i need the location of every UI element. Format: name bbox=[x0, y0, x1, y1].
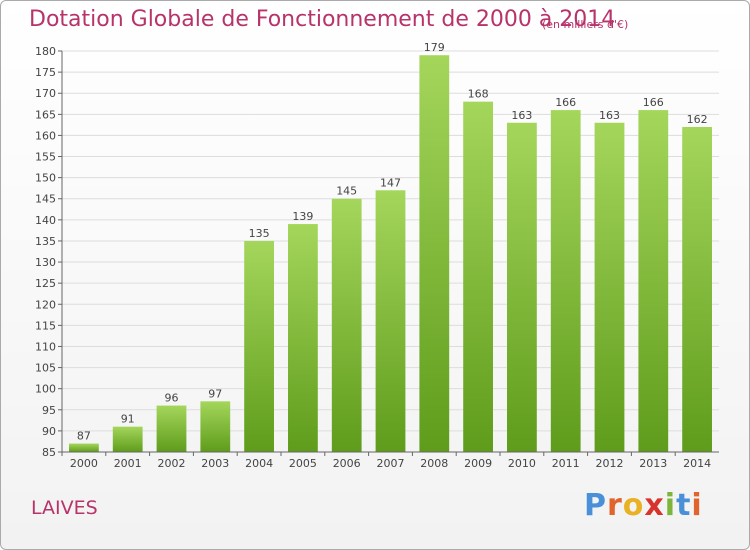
axes bbox=[61, 51, 719, 453]
x-tick-label: 2008 bbox=[420, 457, 448, 470]
y-tick-label: 155 bbox=[35, 151, 56, 164]
y-tick-label: 180 bbox=[35, 45, 56, 58]
x-tick-label: 2013 bbox=[639, 457, 667, 470]
data-label: 91 bbox=[121, 413, 135, 426]
y-tick-label: 90 bbox=[42, 425, 56, 438]
x-tick-label: 2014 bbox=[683, 457, 711, 470]
bar-2003 bbox=[200, 401, 231, 452]
data-label: 96 bbox=[165, 392, 179, 405]
y-tick-label: 135 bbox=[35, 235, 56, 248]
y-tick-label: 165 bbox=[35, 108, 56, 121]
bar-2004 bbox=[244, 240, 274, 452]
bars bbox=[69, 55, 712, 453]
proxiti-logo: Proxiti bbox=[584, 488, 703, 523]
y-tick-label: 110 bbox=[35, 340, 56, 353]
bar-2005 bbox=[288, 224, 318, 452]
x-tick-label: 2004 bbox=[245, 457, 273, 470]
bar-2011 bbox=[550, 110, 581, 453]
y-tick-label: 85 bbox=[42, 446, 56, 459]
bar-2014 bbox=[682, 126, 712, 453]
data-label: 162 bbox=[687, 113, 708, 126]
y-tick-label: 95 bbox=[42, 404, 56, 417]
x-tick-label: 2007 bbox=[377, 457, 405, 470]
y-tick-label: 130 bbox=[35, 256, 56, 269]
data-label: 145 bbox=[336, 185, 357, 198]
x-tick-label: 2012 bbox=[596, 457, 624, 470]
y-tick-label: 160 bbox=[35, 129, 56, 142]
y-axis-ticks: 85 90 95 100 105 110 115 120 125 130 135 140 145 150 1… bbox=[35, 45, 62, 459]
y-tick-label: 125 bbox=[35, 277, 56, 290]
y-tick-label: 145 bbox=[35, 193, 56, 206]
x-tick-label: 2001 bbox=[114, 457, 142, 470]
data-label: 163 bbox=[599, 109, 620, 122]
x-tick-label: 2002 bbox=[158, 457, 186, 470]
y-tick-label: 120 bbox=[35, 298, 56, 311]
data-label: 87 bbox=[77, 430, 91, 443]
bar-2007 bbox=[375, 190, 406, 452]
data-label: 168 bbox=[468, 88, 489, 101]
x-tick-label: 2010 bbox=[508, 457, 536, 470]
data-label: 166 bbox=[643, 96, 664, 109]
data-label: 163 bbox=[511, 109, 532, 122]
data-labels: 87 91 96 97 135 139 145 147 179 168 163 166 163 166 16… bbox=[77, 41, 708, 442]
x-tick-label: 2009 bbox=[464, 457, 492, 470]
y-tick-label: 170 bbox=[35, 87, 56, 100]
y-tick-label: 150 bbox=[35, 172, 56, 185]
x-axis-ticks: 2000 2001 2002 2003 2004 2005 2006 2007 2008 2009… bbox=[61, 452, 711, 470]
x-tick-label: 2000 bbox=[70, 457, 98, 470]
data-label: 139 bbox=[292, 210, 313, 223]
y-tick-label: 115 bbox=[35, 319, 56, 332]
bar-2013 bbox=[638, 110, 669, 453]
data-label: 147 bbox=[380, 176, 401, 189]
commune-name: LAIVES bbox=[31, 497, 98, 519]
chart-subtitle: (en milliers d'€) bbox=[542, 18, 629, 31]
bar-2002 bbox=[156, 405, 187, 452]
y-tick-label: 105 bbox=[35, 362, 56, 375]
y-tick-label: 175 bbox=[35, 66, 56, 79]
data-label: 166 bbox=[555, 96, 576, 109]
x-tick-label: 2005 bbox=[289, 457, 317, 470]
bar-2009 bbox=[463, 101, 493, 452]
bar-2008 bbox=[419, 55, 450, 452]
chart-title: Dotation Globale de Fonctionnement de 20… bbox=[29, 7, 616, 32]
y-tick-label: 100 bbox=[35, 383, 56, 396]
bar-2006 bbox=[331, 198, 362, 452]
bar-2000 bbox=[69, 443, 99, 452]
data-label: 179 bbox=[424, 41, 445, 54]
bar-2012 bbox=[594, 122, 625, 452]
data-label: 135 bbox=[249, 227, 270, 240]
bar-2001 bbox=[112, 426, 143, 452]
data-label: 97 bbox=[208, 387, 222, 400]
x-tick-label: 2006 bbox=[333, 457, 361, 470]
x-tick-label: 2003 bbox=[201, 457, 229, 470]
bar-2010 bbox=[507, 122, 537, 452]
y-tick-label: 140 bbox=[35, 214, 56, 227]
x-tick-label: 2011 bbox=[552, 457, 580, 470]
